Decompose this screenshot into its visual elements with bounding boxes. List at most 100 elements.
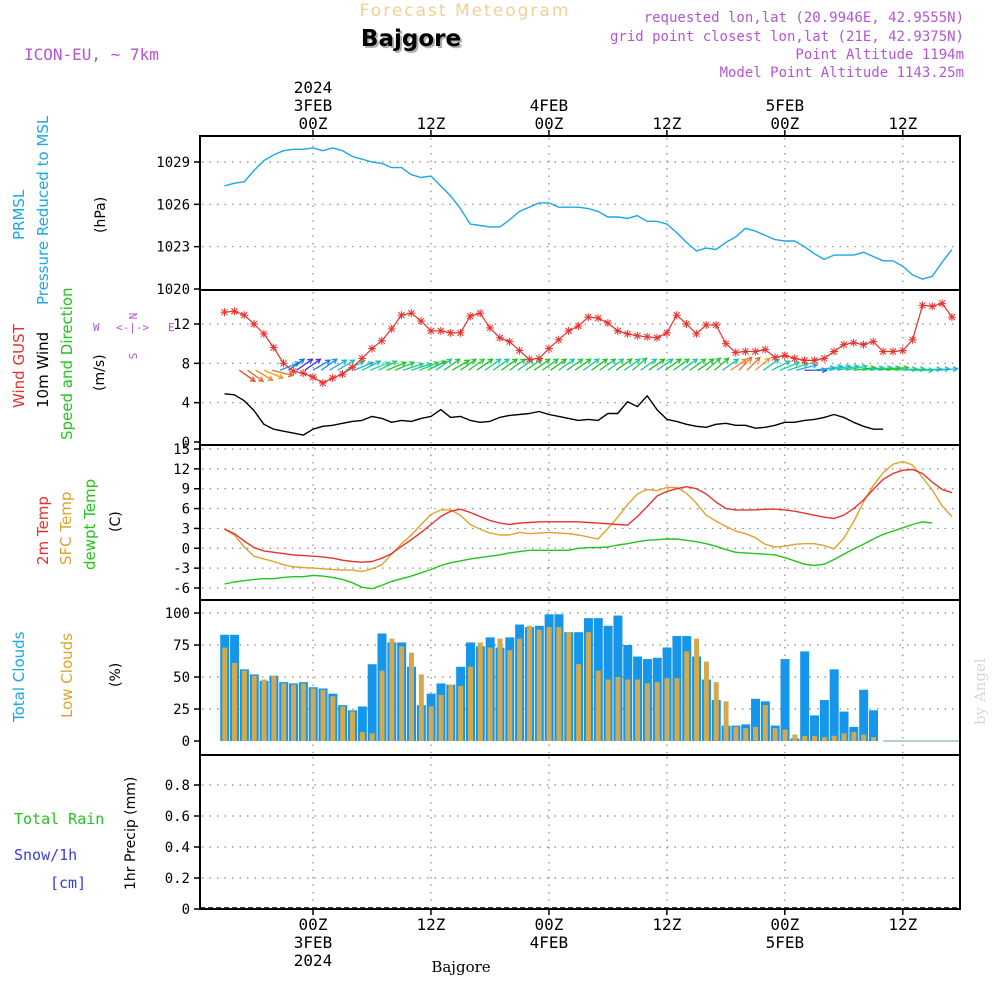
wind-arrow-head <box>409 361 416 367</box>
gust-star-stroke <box>339 370 346 378</box>
wind-direction-arrow <box>886 366 909 371</box>
wind-direction-arrow <box>632 357 648 371</box>
gust-star-marker <box>485 323 494 332</box>
y-tick-label: 0 <box>182 902 190 918</box>
bottom-time-label: 12Z <box>652 915 681 934</box>
gust-star-marker <box>377 336 386 345</box>
gust-star-marker <box>869 337 878 346</box>
tdew-label: dewpt Temp <box>81 479 99 570</box>
pressure-unit: (hPa) <box>93 197 109 233</box>
wind-direction-arrow <box>402 363 424 371</box>
gust-star-marker <box>328 374 337 383</box>
gust-star-stroke <box>447 329 454 337</box>
wind-direction-arrow <box>533 358 551 371</box>
wind-direction-arrow <box>771 360 791 371</box>
snow-unit: [cm] <box>50 874 86 892</box>
wind-direction-arrow <box>779 361 800 371</box>
y-tick-label: 0.8 <box>165 778 190 794</box>
low-cloud-bar <box>595 670 601 741</box>
gust-star-stroke <box>683 320 690 328</box>
total-cloud-bar <box>819 700 829 741</box>
wind-arrow-head <box>299 358 306 364</box>
compass-rose: W <-|-> E N S <box>93 313 175 360</box>
temp-labels: 2m Temp SFC Temp dewpt Temp (C) <box>34 479 124 570</box>
wind-arrow-head <box>641 357 648 364</box>
gust-star-marker <box>397 311 406 320</box>
gust-star-stroke <box>663 329 671 337</box>
y-tick-label: 0 <box>182 734 190 750</box>
top-time-label: 12Z <box>652 114 681 133</box>
gust-star-marker <box>938 299 947 308</box>
gust-star-marker <box>358 354 367 363</box>
y-tick-label: -3 <box>173 561 190 577</box>
low-cloud-bar <box>802 735 808 741</box>
precip-labels: Total Rain Snow/1h [cm] 1hr Precip (mm) <box>14 777 139 892</box>
gust-star-marker <box>299 369 308 378</box>
wind-arrow-head <box>454 358 461 364</box>
top-time-label: 12Z <box>888 114 917 133</box>
top-time-label: 12Z <box>417 114 446 133</box>
wind-arrow-head <box>708 358 715 364</box>
gust-star-stroke <box>830 348 838 355</box>
wind-direction-arrow <box>304 358 321 371</box>
low-cloud-bar <box>851 732 857 741</box>
wind-arrow-head <box>700 358 707 364</box>
gust-star-stroke <box>270 344 278 351</box>
gust-star-marker <box>613 326 622 335</box>
wind-arrow-head <box>569 358 576 364</box>
wind-arrow-head <box>503 358 510 364</box>
gust-star-marker <box>269 343 278 352</box>
wind-direction-arrow <box>394 361 415 371</box>
sfc-temp-line <box>224 460 953 573</box>
low-cloud-bar <box>379 670 385 741</box>
y-tick-label: 4 <box>182 396 190 412</box>
wind-direction-arrow <box>312 359 331 371</box>
gust-star-marker <box>348 363 357 372</box>
wind-direction-arrow <box>853 366 876 371</box>
gust-star-stroke <box>525 356 533 363</box>
wind-arrow-head <box>692 358 699 364</box>
axes-layer: 102010231026102904812-6-3036912150255075… <box>156 78 917 970</box>
low-cloud-bar <box>241 670 247 741</box>
bottom-time-label: 00Z <box>299 915 328 934</box>
gust-star-stroke <box>820 355 828 362</box>
gust-star-marker <box>623 329 632 338</box>
gust-star-marker <box>859 340 868 349</box>
gust-star-marker <box>820 354 829 363</box>
low-cloud-bar <box>694 638 700 741</box>
low-cloud-bar <box>409 652 414 741</box>
total-cloud-bar <box>839 711 849 741</box>
gust-star-marker <box>289 367 298 376</box>
y-tick-label: 12 <box>173 317 190 333</box>
gust-star-marker <box>338 370 347 379</box>
gust-star-stroke <box>329 374 337 382</box>
gust-star-marker <box>810 356 819 365</box>
gust-star-stroke <box>368 345 376 352</box>
wind-arrow-head <box>754 356 761 363</box>
gust-star-stroke <box>643 333 651 341</box>
wind-arrow-head <box>324 359 332 365</box>
wind-direction-arrow <box>623 358 641 371</box>
low-cloud-bar <box>271 675 277 741</box>
wind-direction-arrow <box>550 358 567 371</box>
wind-arrow-head <box>610 358 617 364</box>
top-time-label: 5FEB <box>766 96 805 115</box>
gust-star-marker <box>721 339 730 348</box>
top-time-label: 00Z <box>770 114 799 133</box>
gust-star-marker <box>544 344 553 353</box>
gust-star-stroke <box>407 309 415 317</box>
wind-arrow-head <box>764 357 771 364</box>
y-tick-label: 8 <box>182 356 190 372</box>
grid-point-lonlat: grid point closest lon,lat (21E, 42.9375… <box>610 29 964 45</box>
gust-star-marker <box>879 347 888 356</box>
wind-direction-arrow <box>378 360 397 371</box>
gust-star-marker <box>643 332 652 341</box>
low-cloud-bar <box>684 651 690 741</box>
y-tick-label: 0.2 <box>165 871 190 887</box>
low-cloud-bar <box>281 683 287 741</box>
wind-arrow-head <box>331 358 338 364</box>
panel-frame-pressure <box>199 135 961 291</box>
snow-label: Snow/1h <box>14 846 77 864</box>
total-cloud-bar <box>357 706 367 741</box>
wind-direction-arrow <box>673 358 690 371</box>
